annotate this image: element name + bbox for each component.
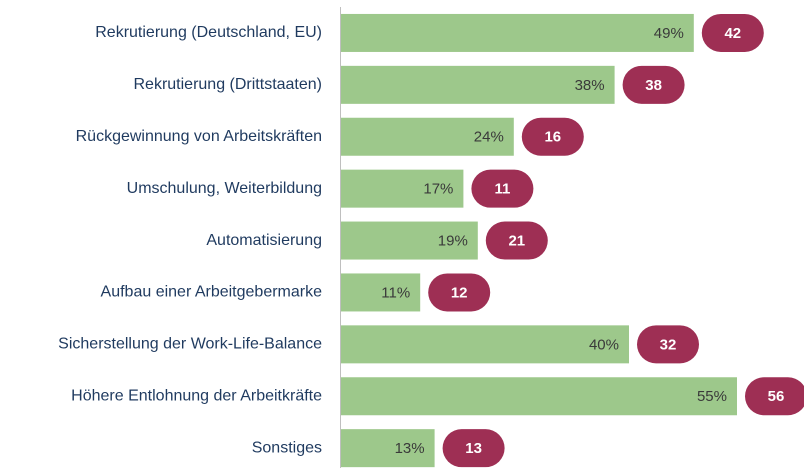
value-label: 38% [575,77,605,94]
value-label: 13% [395,440,425,457]
value-label: 17% [423,181,453,198]
category-label: Sonstiges [252,439,322,456]
count-label: 42 [724,25,741,42]
bar [341,221,478,260]
count-badge [701,13,764,52]
bar [341,65,615,104]
count-badge [442,429,505,468]
count-badge [471,169,534,208]
value-label: 11% [381,284,410,301]
bar [341,117,514,156]
category-label: Umschulung, Weiterbildung [127,180,322,197]
count-badge [485,221,548,260]
bar [341,325,629,364]
count-label: 21 [508,233,525,250]
category-label: Rekrutierung (Deutschland, EU) [95,24,322,41]
value-label: 24% [474,129,504,146]
count-badge [745,377,804,416]
bar [341,273,421,312]
count-label: 32 [660,336,677,353]
category-label: Rückgewinnung von Arbeitskräften [76,128,322,145]
value-label: 40% [589,336,619,353]
bar [341,377,737,416]
count-badge [622,65,685,104]
bar [341,169,464,208]
count-badge [428,273,491,312]
category-label: Sicherstellung der Work-Life-Balance [58,336,322,353]
count-label: 38 [645,77,662,94]
category-label: Automatisierung [206,232,322,249]
count-badge [521,117,584,156]
bar [341,429,435,468]
count-label: 13 [465,440,482,457]
category-label: Aufbau einer Arbeitgebermarke [101,284,323,301]
count-label: 12 [451,284,468,301]
bar [341,13,694,52]
value-label: 55% [697,388,727,405]
count-label: 56 [768,388,785,405]
count-label: 16 [544,129,561,146]
count-label: 11 [494,181,510,198]
category-label: Höhere Entlohnung der Arbeitkräfte [71,387,322,404]
count-badge [637,325,699,364]
value-label: 49% [654,25,684,42]
category-label: Rekrutierung (Drittstaaten) [133,76,322,93]
value-label: 19% [438,233,468,250]
